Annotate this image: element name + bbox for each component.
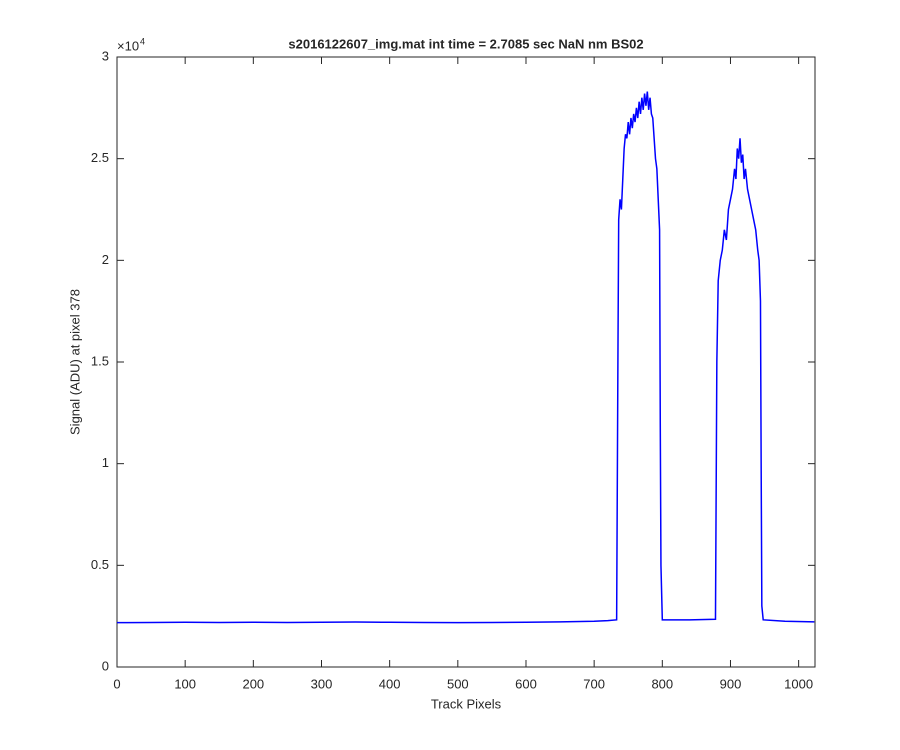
x-tick-label: 100 — [174, 676, 196, 691]
y-axis-label: Signal (ADU) at pixel 378 — [67, 289, 82, 435]
x-tick-label: 400 — [379, 676, 401, 691]
y-multiplier-exponent: 4 — [140, 36, 145, 46]
x-tick-label: 800 — [651, 676, 673, 691]
x-tick-label: 1000 — [784, 676, 813, 691]
y-tick-label: 3 — [102, 48, 109, 63]
x-tick-label: 0 — [113, 676, 120, 691]
y-tick-label: 0.5 — [91, 557, 109, 572]
y-multiplier: ×10 — [117, 38, 139, 53]
x-tick-label: 300 — [311, 676, 333, 691]
x-tick-label: 600 — [515, 676, 537, 691]
chart-title: s2016122607_img.mat int time = 2.7085 se… — [288, 36, 643, 51]
y-tick-label: 1 — [102, 455, 109, 470]
y-tick-label: 1.5 — [91, 353, 109, 368]
x-tick-label: 500 — [447, 676, 469, 691]
y-tick-label: 2 — [102, 252, 109, 267]
y-tick-label: 2.5 — [91, 150, 109, 165]
x-axis-label: Track Pixels — [431, 696, 502, 711]
x-tick-label: 900 — [720, 676, 742, 691]
y-tick-label: 0 — [102, 658, 109, 673]
signal-line — [116, 91, 815, 624]
x-tick-label: 700 — [583, 676, 605, 691]
x-tick-label: 200 — [242, 676, 264, 691]
